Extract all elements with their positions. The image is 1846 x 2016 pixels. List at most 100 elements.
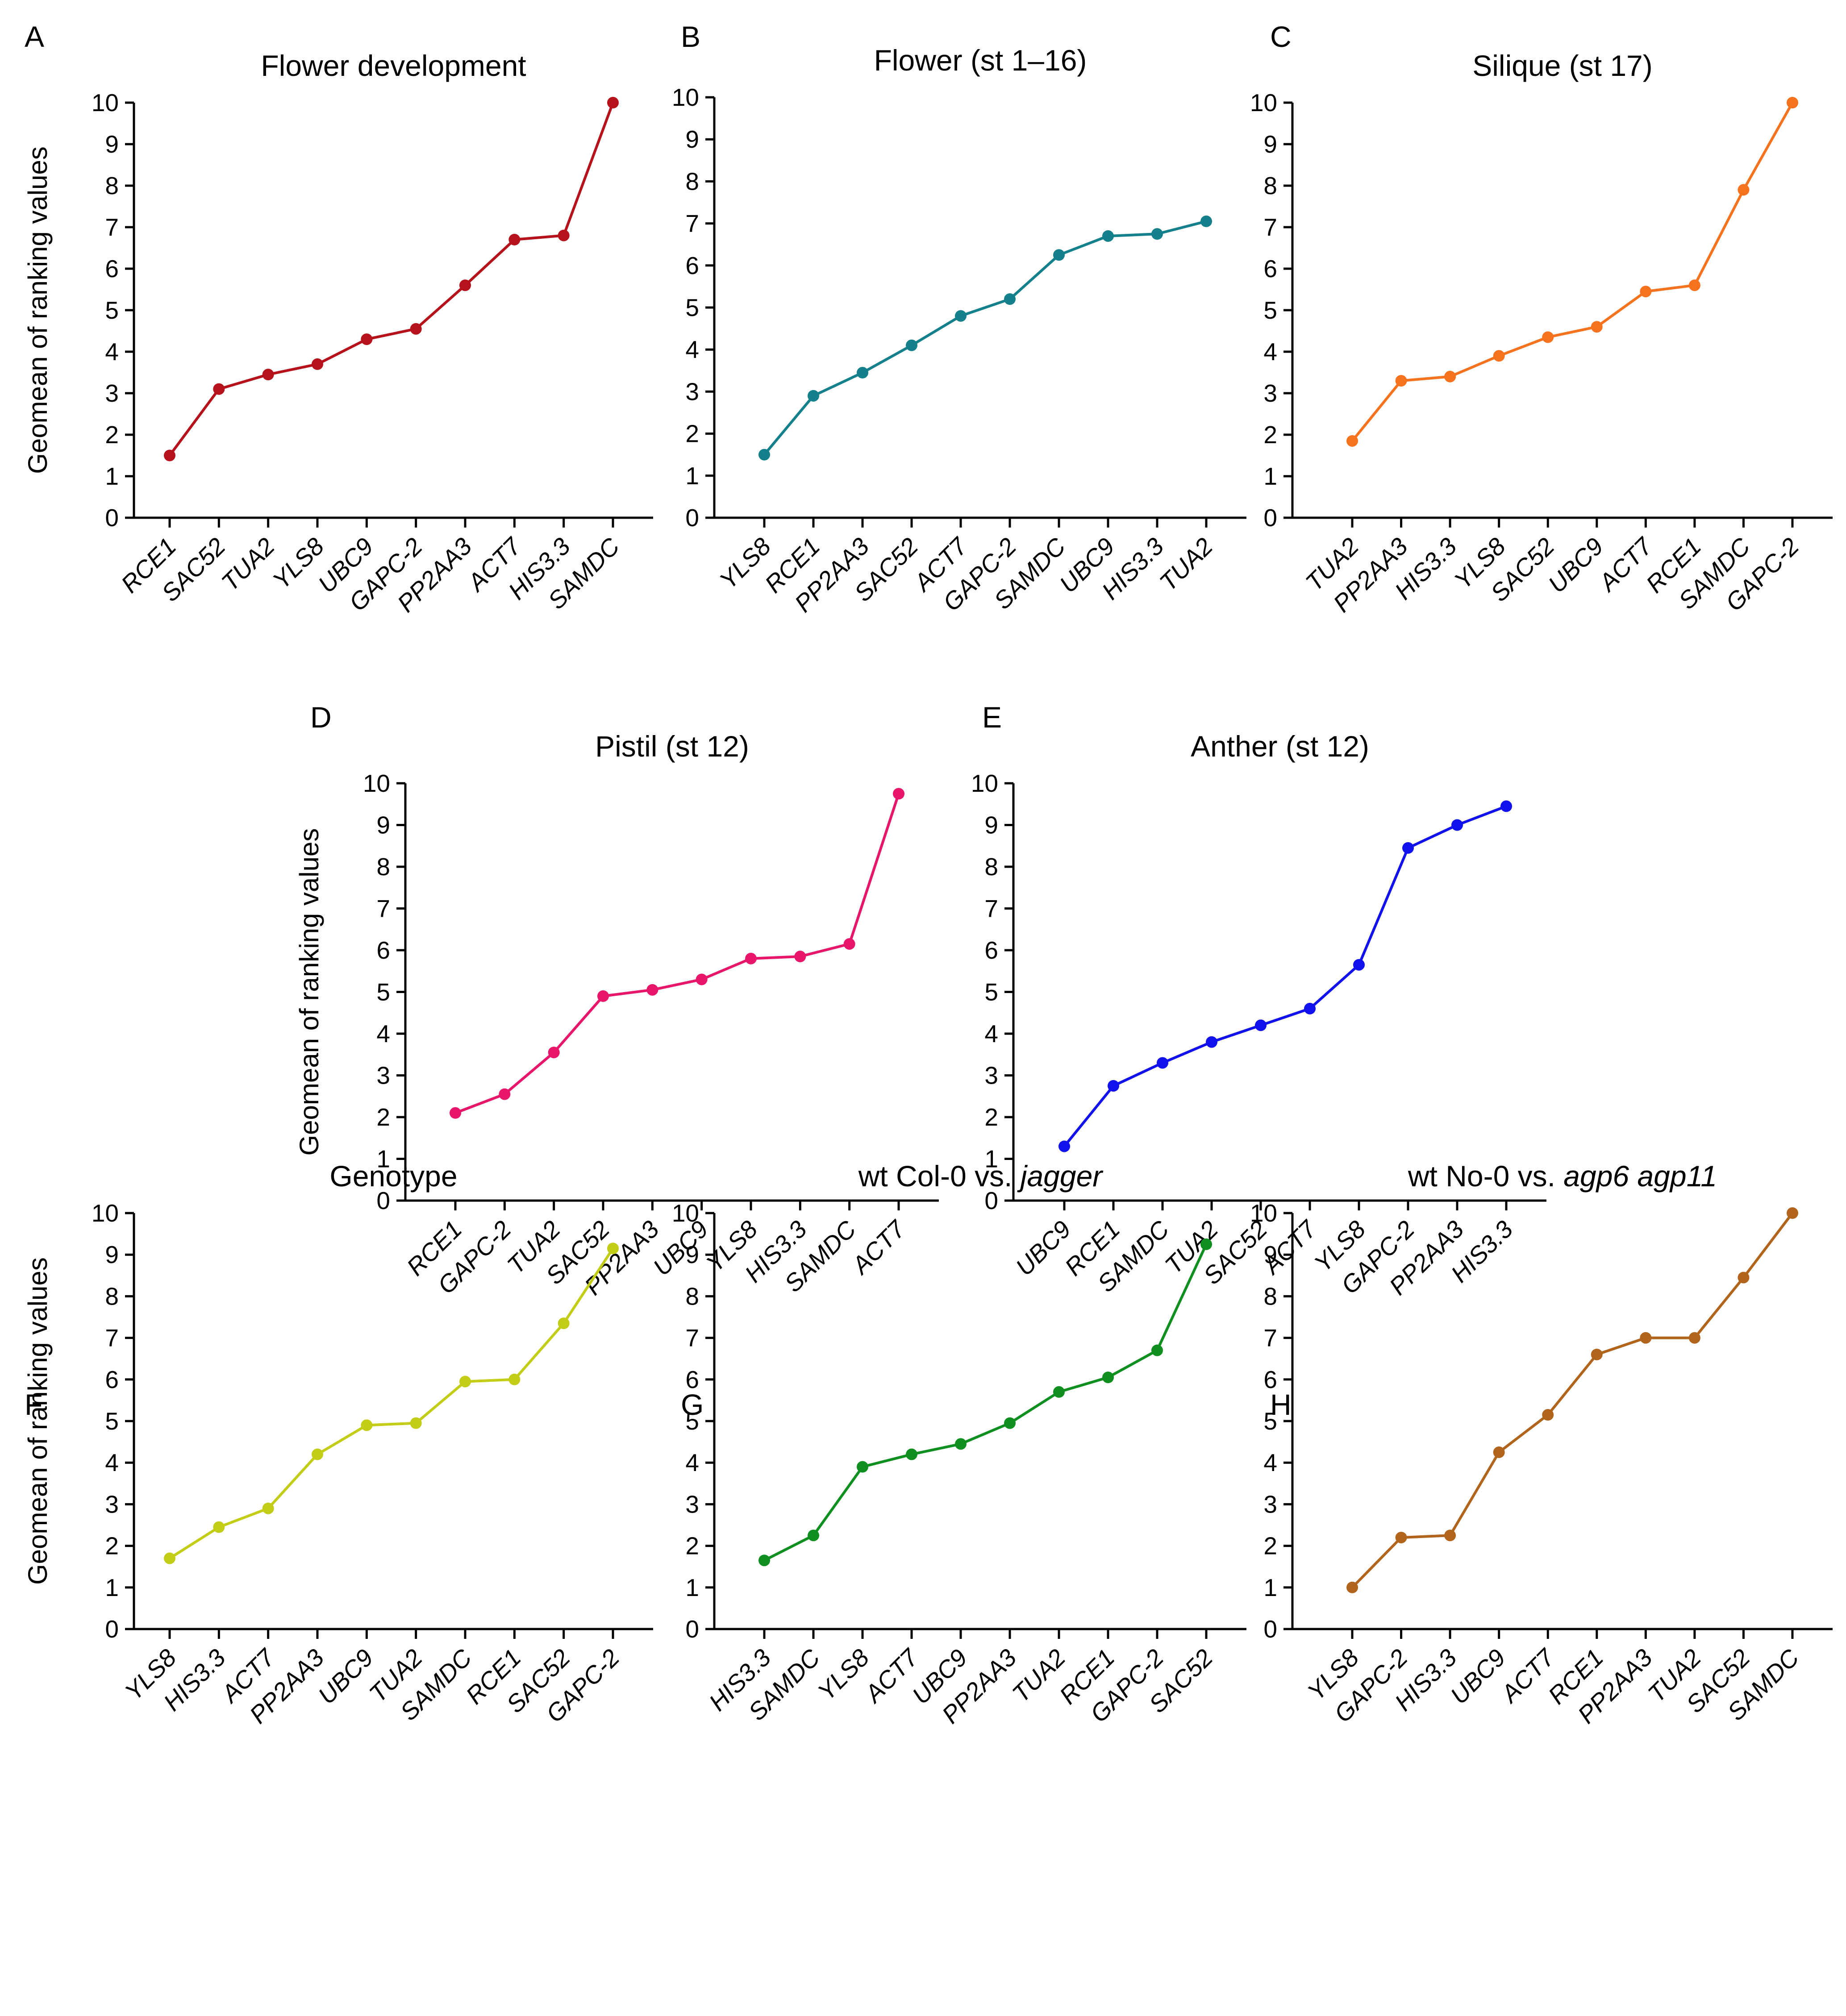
series-line bbox=[763, 220, 1207, 456]
data-point bbox=[508, 1373, 521, 1385]
y-tick-label: 9 bbox=[105, 130, 119, 158]
data-point bbox=[262, 1502, 274, 1514]
y-axis-label: Geomean of ranking values bbox=[294, 828, 324, 1156]
data-point bbox=[459, 279, 471, 291]
data-point bbox=[1591, 321, 1603, 333]
y-tick-label: 2 bbox=[685, 1532, 699, 1560]
y-tick-label: 9 bbox=[1263, 130, 1277, 158]
data-point bbox=[459, 1376, 471, 1388]
series-line bbox=[1063, 805, 1507, 1147]
panel-letter: B bbox=[681, 20, 700, 53]
x-tick-label: ACT7 bbox=[846, 1214, 911, 1280]
y-tick-label: 6 bbox=[376, 936, 390, 964]
y-tick-label: 8 bbox=[685, 167, 699, 195]
y-tick-label: 3 bbox=[1263, 1490, 1277, 1518]
series-line bbox=[763, 1243, 1208, 1562]
y-tick-label: 5 bbox=[685, 1407, 699, 1435]
data-point bbox=[1053, 249, 1065, 261]
y-tick-label: 3 bbox=[376, 1062, 390, 1089]
y-tick-label: 6 bbox=[105, 255, 119, 283]
y-tick-label: 10 bbox=[971, 769, 998, 797]
x-tick-label: TUA2 bbox=[1007, 1644, 1071, 1708]
y-tick-label: 0 bbox=[984, 1187, 998, 1214]
data-point bbox=[1151, 1344, 1163, 1356]
data-point bbox=[794, 951, 806, 963]
data-point bbox=[1346, 1581, 1358, 1593]
chart-title: wt No-0 vs. agp6 agp11 bbox=[1408, 1160, 1717, 1193]
chart-title: Flower development bbox=[261, 49, 526, 82]
y-tick-label: 8 bbox=[1263, 172, 1277, 200]
y-tick-label: 4 bbox=[984, 1020, 998, 1047]
data-point bbox=[1200, 1238, 1212, 1250]
data-point bbox=[361, 333, 373, 345]
y-tick-label: 9 bbox=[376, 811, 390, 839]
y-tick-label: 9 bbox=[105, 1241, 119, 1268]
data-point bbox=[893, 788, 904, 800]
y-axis-label: Geomean of ranking values bbox=[23, 1257, 53, 1585]
y-tick-label: 5 bbox=[376, 978, 390, 1006]
data-point bbox=[1304, 1002, 1316, 1014]
data-point bbox=[1053, 1386, 1065, 1398]
x-tick-label: ACT7 bbox=[1495, 1643, 1560, 1708]
y-tick-label: 0 bbox=[105, 1615, 119, 1643]
data-point bbox=[857, 1461, 868, 1473]
data-point bbox=[1353, 959, 1365, 971]
y-tick-label: 5 bbox=[1263, 296, 1277, 324]
y-tick-label: 3 bbox=[1263, 379, 1277, 407]
panel-letter: D bbox=[310, 701, 332, 734]
y-tick-label: 4 bbox=[376, 1020, 390, 1047]
x-tick-label: TUA2 bbox=[216, 532, 280, 596]
data-point bbox=[1542, 331, 1554, 343]
data-point bbox=[312, 358, 323, 370]
data-point bbox=[1451, 819, 1463, 831]
data-point bbox=[164, 449, 175, 461]
y-tick-label: 7 bbox=[376, 895, 390, 923]
data-point bbox=[164, 1552, 175, 1564]
chart-title: Anther (st 12) bbox=[1191, 730, 1369, 763]
data-point bbox=[1395, 375, 1407, 387]
x-tick-label: TUA2 bbox=[1154, 532, 1218, 596]
data-point bbox=[1640, 286, 1652, 298]
y-tick-label: 2 bbox=[1263, 421, 1277, 449]
data-point bbox=[1108, 1080, 1119, 1092]
data-point bbox=[758, 1555, 770, 1567]
y-tick-label: 0 bbox=[376, 1187, 390, 1214]
data-point bbox=[955, 1438, 967, 1450]
y-tick-label: 0 bbox=[685, 504, 699, 532]
y-tick-label: 10 bbox=[1250, 1199, 1277, 1227]
y-tick-label: 4 bbox=[685, 1449, 699, 1476]
data-point bbox=[1157, 1057, 1168, 1069]
y-tick-label: 6 bbox=[105, 1366, 119, 1393]
y-tick-label: 2 bbox=[984, 1103, 998, 1131]
data-point bbox=[906, 339, 917, 351]
chart-title: Pistil (st 12) bbox=[595, 730, 749, 763]
data-point bbox=[262, 369, 274, 381]
data-point bbox=[1255, 1019, 1267, 1031]
data-point bbox=[1444, 370, 1456, 382]
data-point bbox=[1206, 1036, 1217, 1048]
data-point bbox=[508, 233, 521, 245]
y-tick-label: 7 bbox=[685, 1324, 699, 1352]
data-point bbox=[758, 449, 770, 461]
data-point bbox=[1738, 184, 1750, 196]
y-tick-label: 1 bbox=[376, 1145, 390, 1173]
data-point bbox=[1688, 1332, 1700, 1344]
data-point bbox=[1500, 800, 1512, 812]
data-point bbox=[499, 1088, 511, 1100]
data-point bbox=[450, 1107, 461, 1119]
data-point bbox=[607, 97, 619, 108]
y-tick-label: 1 bbox=[685, 462, 699, 490]
panel-letter: E bbox=[982, 701, 1002, 734]
x-tick-label: UBC9 bbox=[1543, 532, 1609, 599]
y-tick-label: 8 bbox=[685, 1282, 699, 1310]
y-tick-label: 4 bbox=[105, 1449, 119, 1476]
y-tick-label: 5 bbox=[105, 1407, 119, 1435]
panel-letter: H bbox=[1270, 1388, 1292, 1421]
y-tick-label: 2 bbox=[685, 420, 699, 448]
data-point bbox=[1004, 293, 1016, 305]
panel-letter: F bbox=[25, 1388, 42, 1421]
data-point bbox=[1787, 97, 1798, 108]
chart-title: wt Col-0 vs. jagger bbox=[858, 1160, 1104, 1193]
